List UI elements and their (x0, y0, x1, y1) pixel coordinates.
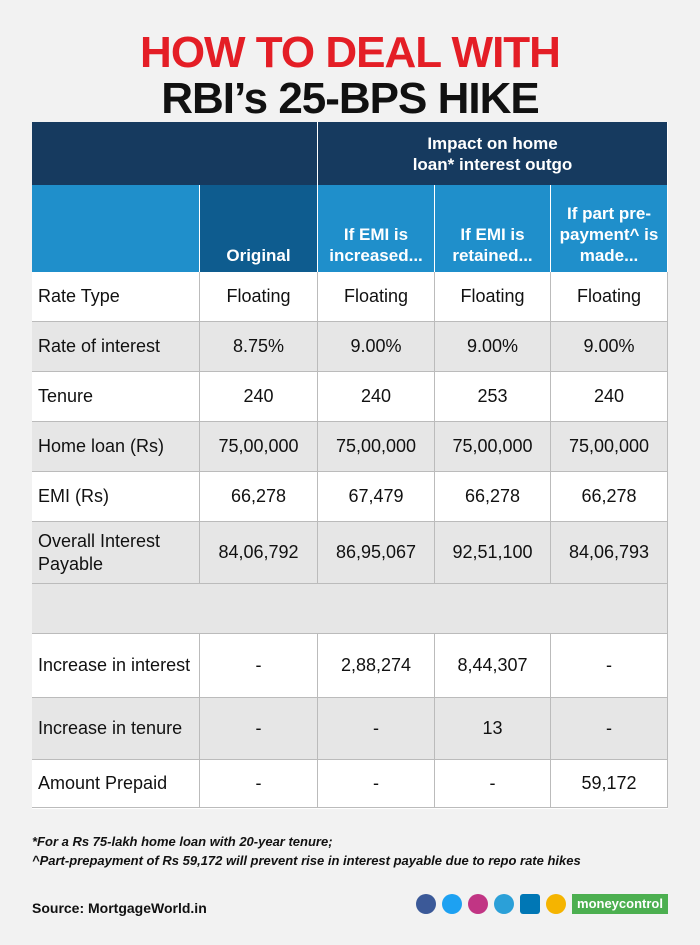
footnote: *For a Rs 75-lakh home loan with 20-year… (32, 834, 333, 849)
cell: 75,00,000 (200, 422, 318, 472)
row-label: Home loan (Rs) (32, 422, 200, 472)
footnote: ^Part-prepayment of Rs 59,172 will preve… (32, 853, 581, 868)
cell: 75,00,000 (435, 422, 551, 472)
cell: 2,88,274 (318, 634, 435, 698)
cell: 75,00,000 (318, 422, 435, 472)
cell: - (200, 760, 318, 808)
cell: 59,172 (551, 760, 668, 808)
cell: 240 (318, 372, 435, 422)
koo-icon (546, 894, 566, 914)
title-line: RBI’s 25-BPS HIKE (161, 74, 539, 123)
row-label: Increase in interest (32, 634, 200, 698)
cell: Floating (200, 272, 318, 322)
facebook-icon (416, 894, 436, 914)
cell: - (318, 698, 435, 760)
cell: 66,278 (200, 472, 318, 522)
cell: 92,51,100 (435, 522, 551, 584)
column-header: Original (200, 185, 318, 272)
cell: Floating (435, 272, 551, 322)
cell: 9.00% (551, 322, 668, 372)
title-line: HOW TO DEAL WITH (140, 28, 561, 77)
column-header: If EMI is increased... (318, 185, 435, 272)
cell: 9.00% (318, 322, 435, 372)
row-label: Rate Type (32, 272, 200, 322)
source: Source: MortgageWorld.in (32, 900, 207, 916)
cell: 8.75% (200, 322, 318, 372)
cell: - (551, 698, 668, 760)
group-header: Impact on home loan* interest outgo (318, 122, 668, 185)
column-header: If part pre-payment^ is made... (551, 185, 668, 272)
row-label: Increase in tenure (32, 698, 200, 760)
cell: 66,278 (435, 472, 551, 522)
column-header: If EMI is retained... (435, 185, 551, 272)
row-label: Tenure (32, 372, 200, 422)
row-label: Overall Interest Payable (32, 522, 200, 584)
row-label: Rate of interest (32, 322, 200, 372)
header-cell (32, 122, 318, 185)
cell: - (200, 698, 318, 760)
cell: 67,479 (318, 472, 435, 522)
cell: Floating (551, 272, 668, 322)
telegram-icon (494, 894, 514, 914)
row-label: Amount Prepaid (32, 760, 200, 808)
cell: Floating (318, 272, 435, 322)
cell: 240 (551, 372, 668, 422)
cell: - (200, 634, 318, 698)
cell: 9.00% (435, 322, 551, 372)
linkedin-icon (520, 894, 540, 914)
spacer-row (32, 584, 668, 634)
cell: 253 (435, 372, 551, 422)
table: Impact on home loan* interest outgo Origi… (32, 122, 668, 809)
cell: 8,44,307 (435, 634, 551, 698)
cell: 84,06,793 (551, 522, 668, 584)
cell: 84,06,792 (200, 522, 318, 584)
cell: - (551, 634, 668, 698)
cell: - (435, 760, 551, 808)
cell: 240 (200, 372, 318, 422)
cell: - (318, 760, 435, 808)
instagram-icon (468, 894, 488, 914)
cell: 86,95,067 (318, 522, 435, 584)
cell: 13 (435, 698, 551, 760)
cell: 66,278 (551, 472, 668, 522)
cell: 75,00,000 (551, 422, 668, 472)
twitter-icon (442, 894, 462, 914)
column-header (32, 185, 200, 272)
logo: moneycontrol (572, 894, 668, 914)
row-label: EMI (Rs) (32, 472, 200, 522)
